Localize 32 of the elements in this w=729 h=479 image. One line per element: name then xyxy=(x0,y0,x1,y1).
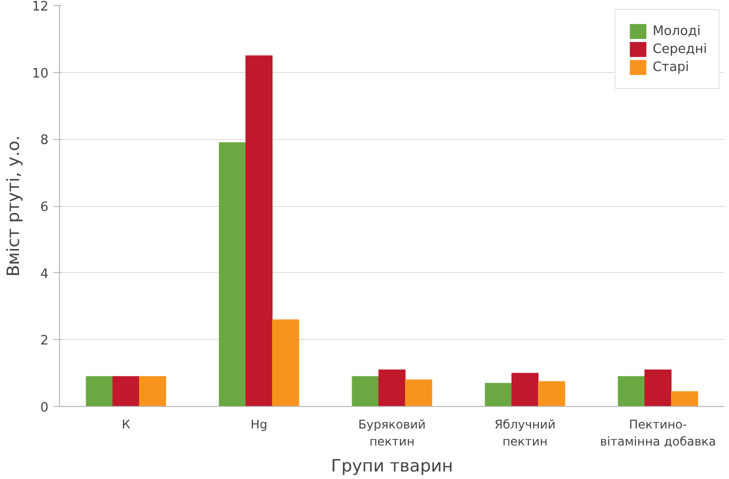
y-axis-title: Вміст ртуті, у.о. xyxy=(4,135,24,277)
y-tick-label: 10 xyxy=(32,66,49,82)
bar xyxy=(86,376,113,406)
bar xyxy=(272,319,300,406)
y-tick-label: 2 xyxy=(40,334,49,349)
y-tick-label: 8 xyxy=(40,133,49,148)
y-tick-label: 12 xyxy=(32,0,49,14)
bar xyxy=(378,369,406,406)
legend-label: Середні xyxy=(652,42,707,56)
bar xyxy=(218,142,246,406)
bar xyxy=(405,380,432,406)
bar xyxy=(484,382,512,406)
bar xyxy=(112,376,140,406)
bar xyxy=(538,381,566,406)
bar xyxy=(139,376,166,406)
bar xyxy=(671,391,698,406)
bar xyxy=(511,372,539,406)
x-tick-label: Буряковий пектин xyxy=(358,418,426,448)
x-tick-label: К xyxy=(122,418,131,432)
bar xyxy=(245,55,273,406)
x-axis-title: Групи тварин xyxy=(330,456,454,476)
y-tick-label: 4 xyxy=(40,266,49,282)
y-tick-label: 6 xyxy=(40,200,49,215)
y-tick-label: 0 xyxy=(40,400,49,416)
x-tick-label: Пектино- вітамінна добавка xyxy=(600,418,716,448)
x-tick-label: Яблучний пектин xyxy=(494,418,556,448)
bar xyxy=(352,376,379,406)
x-tick-label: Hg xyxy=(250,418,268,432)
bar xyxy=(618,376,645,406)
bar xyxy=(644,369,672,406)
legend-label: Молоді xyxy=(652,24,701,38)
legend-label: Старі xyxy=(652,60,690,74)
